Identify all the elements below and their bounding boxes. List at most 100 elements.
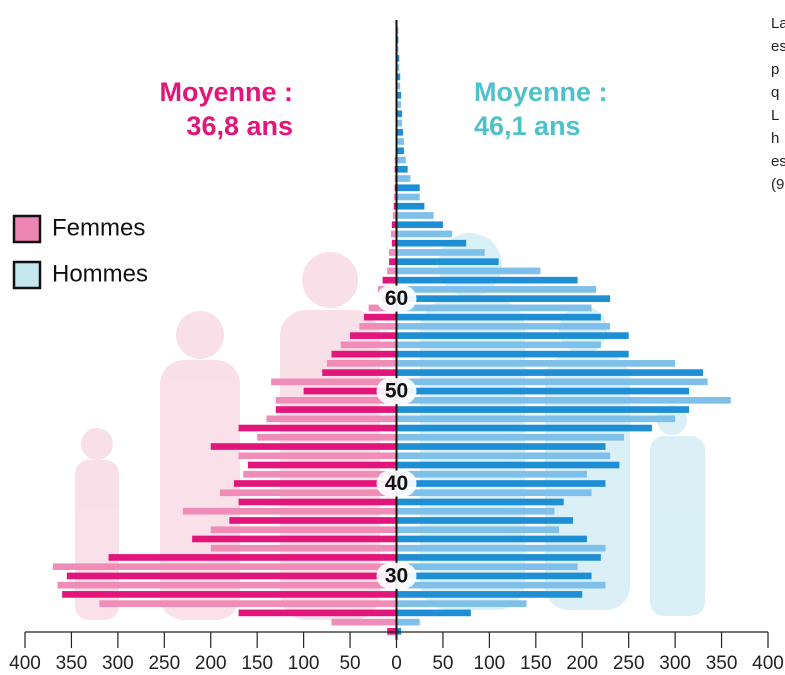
side-note: es <box>771 153 785 170</box>
bar <box>67 573 397 580</box>
x-tick-label: 200 <box>195 653 227 674</box>
bar <box>397 573 592 580</box>
bar <box>99 600 396 607</box>
bar <box>397 425 652 432</box>
bar <box>239 425 397 432</box>
x-tick-label: 50 <box>339 653 360 674</box>
y-tick-label: 40 <box>385 472 408 495</box>
bar <box>350 332 396 339</box>
bar <box>397 610 471 617</box>
bar <box>397 203 425 210</box>
bar <box>53 563 397 570</box>
bar <box>397 480 606 487</box>
bar <box>248 462 397 469</box>
legend-swatch <box>14 216 40 242</box>
x-tick-label: 150 <box>520 653 552 674</box>
x-tick-label: 100 <box>288 653 320 674</box>
x-tick-label: 150 <box>241 653 273 674</box>
bar <box>397 415 676 422</box>
legend-label: Femmes <box>52 214 145 241</box>
bar <box>322 369 396 376</box>
bar <box>192 536 396 543</box>
bar <box>397 268 541 275</box>
x-tick-label: 350 <box>56 653 88 674</box>
y-tick-label: 30 <box>385 564 408 587</box>
x-tick-label: 400 <box>9 653 41 674</box>
bar <box>266 415 396 422</box>
bar <box>331 351 396 358</box>
bar <box>271 379 396 386</box>
bar <box>397 314 601 321</box>
bar <box>397 305 592 312</box>
x-tick-label: 100 <box>474 653 506 674</box>
y-tick-label: 50 <box>385 380 408 403</box>
y-tick-label: 60 <box>385 287 408 310</box>
bar <box>211 526 397 533</box>
x-tick-label: 0 <box>391 653 402 674</box>
x-tick-label: 200 <box>566 653 598 674</box>
bar <box>397 536 587 543</box>
bar <box>397 360 676 367</box>
bar <box>387 268 396 275</box>
bar <box>239 499 397 506</box>
bar <box>397 332 629 339</box>
bar <box>389 249 396 256</box>
bar <box>387 628 396 635</box>
x-tick-label: 350 <box>706 653 738 674</box>
bar <box>109 554 397 561</box>
bar <box>397 452 611 459</box>
bar <box>397 157 406 164</box>
x-tick-label: 300 <box>659 653 691 674</box>
bar <box>397 369 703 376</box>
bar <box>397 462 620 469</box>
bar <box>239 610 397 617</box>
bar <box>397 489 592 496</box>
side-note: La <box>771 15 785 32</box>
bar <box>397 138 404 145</box>
mean-annotation: Moyenne : <box>474 77 608 107</box>
bar <box>397 277 578 284</box>
bar <box>397 563 578 570</box>
side-note: p <box>771 61 779 78</box>
chart: 4003503002502001501005005010015020025030… <box>0 0 785 675</box>
bar <box>58 582 397 589</box>
side-note: L <box>771 107 779 124</box>
x-tick-label: 300 <box>102 653 134 674</box>
bar <box>389 258 396 265</box>
bar <box>341 342 397 349</box>
bar <box>397 443 606 450</box>
bar <box>397 471 587 478</box>
bar <box>276 406 397 413</box>
side-note: (9 <box>771 176 784 193</box>
x-tick-label: 50 <box>432 653 453 674</box>
bar <box>397 379 708 386</box>
bar <box>397 591 583 598</box>
bar <box>183 508 397 515</box>
bar <box>383 277 397 284</box>
bar <box>234 480 397 487</box>
bar <box>397 166 408 173</box>
bar <box>397 184 420 191</box>
bar <box>243 471 396 478</box>
bar <box>397 221 443 228</box>
bar <box>397 147 404 154</box>
mean-annotation: Moyenne : <box>159 77 293 107</box>
x-tick-label: 250 <box>148 653 180 674</box>
bar <box>397 240 467 247</box>
bar <box>397 323 611 330</box>
side-note: es <box>771 38 785 55</box>
bar <box>397 286 597 293</box>
bar <box>276 397 397 404</box>
side-note: q <box>771 84 779 101</box>
bar <box>397 517 573 524</box>
bar <box>397 545 606 552</box>
bar <box>220 489 396 496</box>
bar <box>397 499 564 506</box>
mean-annotation: 46,1 ans <box>474 111 581 141</box>
bar <box>229 517 396 524</box>
legend-swatch <box>14 262 40 288</box>
bar <box>397 295 611 302</box>
bar <box>397 351 629 358</box>
bar <box>397 258 499 265</box>
bar <box>211 443 397 450</box>
